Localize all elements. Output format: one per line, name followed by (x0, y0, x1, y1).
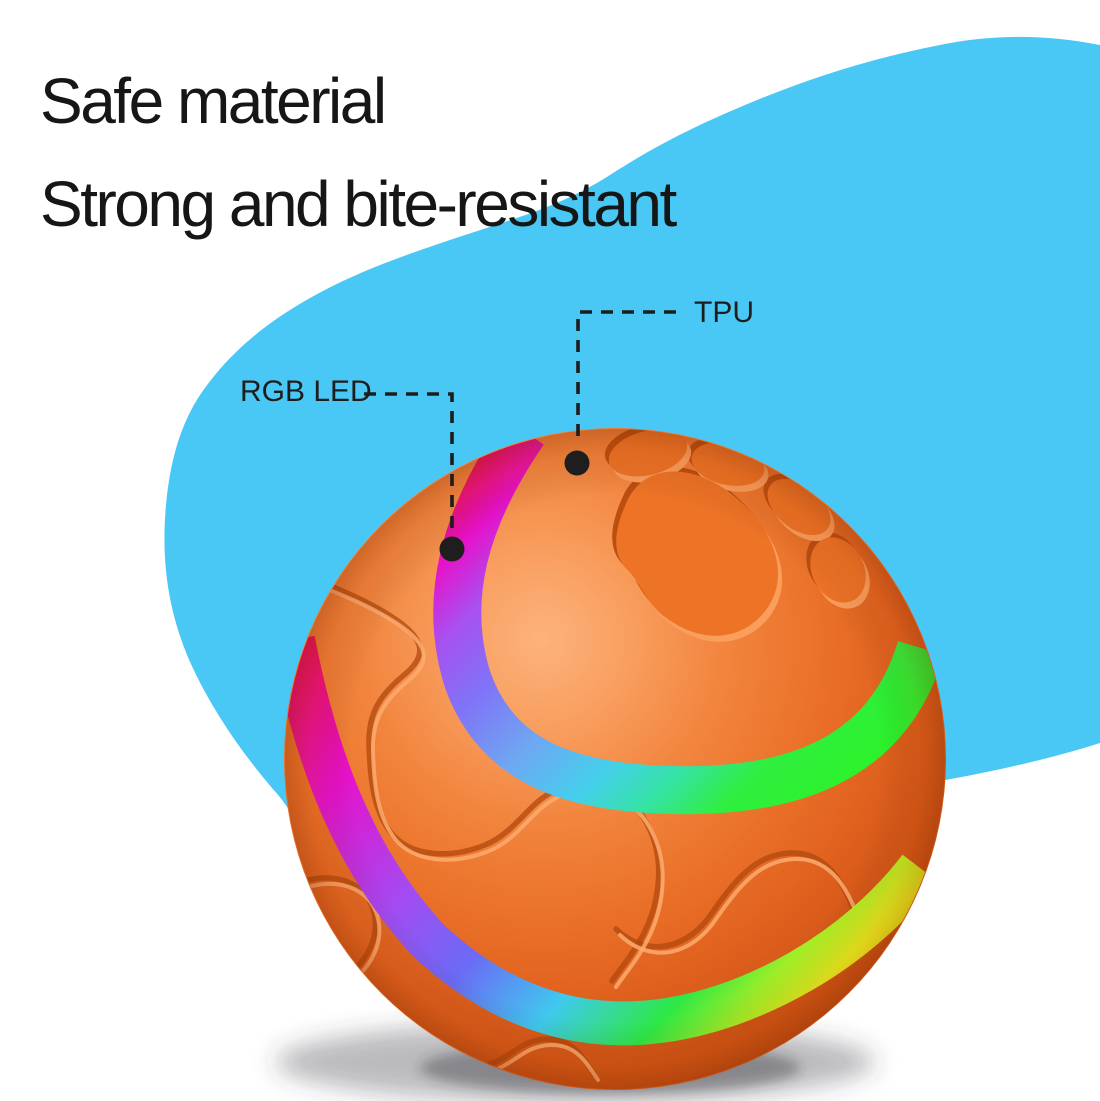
tpu-callout-label: TPU (694, 296, 754, 329)
ball-rim-shading (285, 429, 945, 1089)
rgb-led-callout-line (364, 392, 454, 530)
rgb-led-callout-label: RGB LED (240, 375, 372, 408)
callout-lines (364, 310, 676, 530)
headline-line-2: Strong and bite-resistant (40, 168, 677, 240)
tpu-callout-dot (564, 450, 590, 476)
headline-line-1: Safe material (40, 65, 387, 137)
rgb-led-callout-dot (439, 536, 465, 562)
tpu-callout-line (576, 310, 676, 444)
